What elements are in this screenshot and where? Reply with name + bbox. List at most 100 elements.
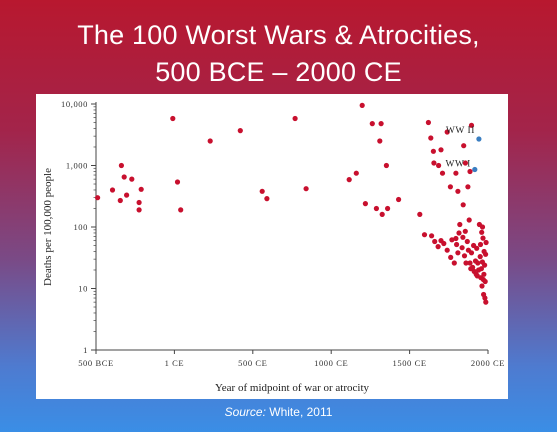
data-point [448, 254, 454, 260]
data-point [136, 207, 142, 213]
data-point [479, 224, 486, 230]
data-point [264, 196, 270, 202]
data-point [482, 295, 488, 301]
data-point [377, 138, 383, 144]
data-point [353, 170, 359, 176]
data-point [373, 205, 379, 212]
data-point [467, 168, 473, 175]
chart-panel: 1 10 100 1,000 10,000 500 BCE 1 CE 500 CE 1000 C… [36, 94, 508, 399]
y-tick-label: 10 [78, 284, 88, 294]
data-point [121, 174, 127, 180]
data-point [461, 143, 467, 149]
data-point [460, 234, 466, 240]
data-point [346, 177, 352, 183]
data-point [378, 121, 384, 127]
data-point [417, 211, 423, 217]
highlight-data-point [472, 166, 478, 173]
data-point [482, 262, 488, 268]
data-point [453, 235, 459, 242]
data-point [379, 211, 385, 217]
x-tick-label: 1000 CE [314, 358, 348, 368]
data-point [475, 260, 481, 266]
annotation-ww2: WW II [446, 126, 475, 136]
data-point [449, 237, 455, 243]
x-tick-label: 1 CE [165, 358, 185, 368]
y-tick-label: 100 [73, 222, 88, 232]
data-point [467, 260, 473, 266]
data-point [444, 247, 450, 253]
data-point [435, 244, 441, 250]
data-point [428, 135, 434, 141]
data-point [462, 160, 468, 166]
data-point [170, 115, 176, 122]
x-axis-title: Year of midpoint of war or atrocity [215, 382, 370, 394]
data-point [459, 245, 465, 251]
highlight-data-point [476, 136, 482, 142]
data-point [479, 283, 485, 289]
y-tick-label: 10,000 [61, 99, 88, 109]
data-point [477, 241, 484, 248]
data-point [482, 278, 488, 285]
data-point [95, 195, 101, 201]
data-point [109, 187, 116, 193]
data-point [436, 162, 442, 169]
data-point [483, 251, 489, 257]
data-point [431, 160, 437, 166]
data-point [425, 119, 431, 126]
x-tick-label: 500 CE [238, 358, 267, 368]
data-point [454, 241, 460, 248]
data-point [477, 254, 483, 260]
data-point [362, 201, 368, 207]
data-point [460, 202, 466, 208]
data-point [453, 170, 459, 176]
data-point [292, 115, 298, 122]
data-point [466, 217, 472, 223]
data-point [174, 179, 181, 185]
data-point [478, 266, 484, 272]
annotation-ww1: WW I [446, 160, 471, 170]
data-point [421, 232, 428, 238]
scatter-chart: 1 10 100 1,000 10,000 500 BCE 1 CE 500 CE 1000 C… [42, 99, 505, 394]
data-point [124, 192, 130, 198]
data-point [207, 138, 213, 144]
data-point [480, 235, 486, 241]
data-point [483, 239, 489, 246]
data-point [430, 148, 436, 154]
data-point [441, 240, 447, 247]
data-point [136, 199, 142, 206]
data-point [463, 260, 469, 266]
data-point [470, 264, 476, 270]
data-point [178, 207, 184, 213]
data-point [118, 162, 124, 169]
data-point [439, 170, 446, 176]
data-point [259, 188, 265, 194]
data-point [383, 162, 389, 169]
data-point [237, 128, 243, 134]
data-point [465, 184, 471, 190]
data-point [457, 221, 463, 228]
data-point [455, 188, 461, 194]
data-point [468, 250, 475, 256]
data-point [385, 205, 391, 212]
x-tick-label: 1500 CE [393, 358, 427, 368]
data-point [464, 238, 470, 245]
y-axis-title: Deaths per 100,000 people [42, 168, 54, 286]
data-point [481, 271, 487, 277]
x-tick-label: 500 BCE [78, 358, 114, 368]
data-point [455, 250, 461, 256]
data-point [451, 260, 457, 266]
source-label: Source: [224, 405, 266, 419]
data-point [462, 228, 468, 234]
data-point [456, 230, 462, 236]
x-tick-label: 2000 CE [471, 358, 505, 368]
data-point [438, 147, 444, 153]
data-point [429, 233, 435, 239]
data-point [468, 122, 475, 128]
y-tick-label: 1 [83, 345, 88, 355]
data-point [444, 129, 450, 135]
y-tick-label: 1,000 [66, 161, 88, 171]
data-point [396, 196, 402, 203]
slide-title-line-2: 500 BCE – 2000 CE [155, 57, 402, 87]
data-point [117, 197, 123, 204]
source-text: White, 2011 [269, 405, 333, 419]
